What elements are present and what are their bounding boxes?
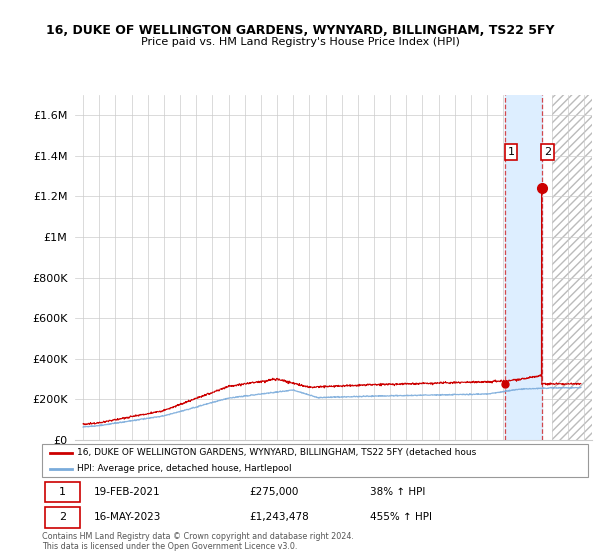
Text: 1: 1 — [508, 147, 515, 157]
Text: 2: 2 — [544, 147, 551, 157]
Text: 455% ↑ HPI: 455% ↑ HPI — [370, 512, 431, 522]
Text: Price paid vs. HM Land Registry's House Price Index (HPI): Price paid vs. HM Land Registry's House … — [140, 37, 460, 47]
Bar — [552, 95, 600, 440]
Text: 19-FEB-2021: 19-FEB-2021 — [94, 487, 160, 497]
Text: £275,000: £275,000 — [250, 487, 299, 497]
Text: Contains HM Land Registry data © Crown copyright and database right 2024.: Contains HM Land Registry data © Crown c… — [42, 532, 354, 541]
Text: £1,243,478: £1,243,478 — [250, 512, 309, 522]
Bar — [505, 95, 542, 440]
FancyBboxPatch shape — [45, 507, 80, 528]
Text: 2: 2 — [59, 512, 66, 522]
Text: 1: 1 — [59, 487, 66, 497]
Text: 38% ↑ HPI: 38% ↑ HPI — [370, 487, 425, 497]
Text: 16, DUKE OF WELLINGTON GARDENS, WYNYARD, BILLINGHAM, TS22 5FY: 16, DUKE OF WELLINGTON GARDENS, WYNYARD,… — [46, 24, 554, 36]
FancyBboxPatch shape — [45, 482, 80, 502]
Text: This data is licensed under the Open Government Licence v3.0.: This data is licensed under the Open Gov… — [42, 542, 298, 550]
Text: 16, DUKE OF WELLINGTON GARDENS, WYNYARD, BILLINGHAM, TS22 5FY (detached hous: 16, DUKE OF WELLINGTON GARDENS, WYNYARD,… — [77, 448, 477, 457]
Text: 16-MAY-2023: 16-MAY-2023 — [94, 512, 161, 522]
Text: HPI: Average price, detached house, Hartlepool: HPI: Average price, detached house, Hart… — [77, 464, 292, 473]
Bar — [552, 95, 600, 440]
